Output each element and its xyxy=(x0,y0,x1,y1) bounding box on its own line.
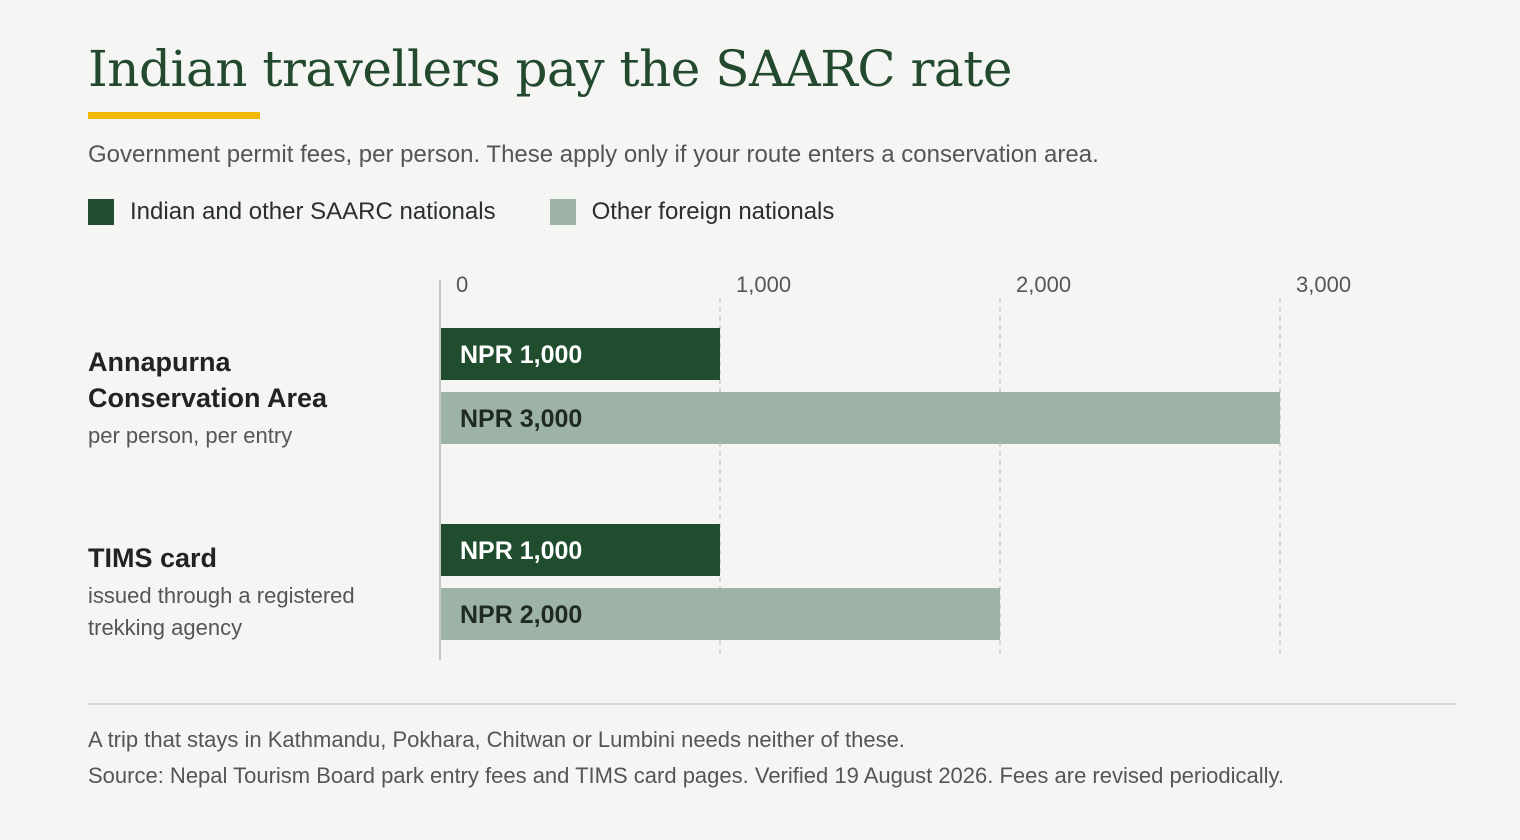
bar xyxy=(440,328,720,380)
footer-divider xyxy=(88,703,1456,705)
bar-value-label: NPR 3,000 xyxy=(460,405,582,433)
row-note: per person, per entry xyxy=(88,423,293,448)
x-tick-label: 0 xyxy=(456,272,468,297)
legend-swatch-saarc xyxy=(88,199,114,225)
row-name: Annapurna Conservation Area xyxy=(88,347,328,413)
row-label-annapurna: Annapurna Conservation Area per person, … xyxy=(88,344,378,452)
bar-value-label: NPR 2,000 xyxy=(460,601,582,629)
title-accent-bar xyxy=(88,112,260,119)
x-tick-label: 3,000 xyxy=(1296,272,1351,297)
row-label-tims: TIMS card issued through a registered tr… xyxy=(88,540,388,644)
row-note: issued through a registered trekking age… xyxy=(88,583,355,640)
footnote: A trip that stays in Kathmandu, Pokhara,… xyxy=(88,727,905,752)
chart-title: Indian travellers pay the SAARC rate xyxy=(88,40,1012,98)
bar xyxy=(440,588,1000,640)
bar-value-label: NPR 1,000 xyxy=(460,537,582,565)
legend-label-foreign: Other foreign nationals xyxy=(591,198,835,225)
legend-swatch-foreign xyxy=(549,199,576,225)
bar-value-label: NPR 1,000 xyxy=(460,341,582,369)
chart-subtitle: Government permit fees, per person. Thes… xyxy=(88,141,1099,168)
bar xyxy=(440,392,1280,444)
x-tick-label: 2,000 xyxy=(1016,272,1071,297)
legend-item-foreign: Other foreign nationals xyxy=(549,198,835,226)
legend-label-saarc: Indian and other SAARC nationals xyxy=(130,198,496,225)
source-note: Source: Nepal Tourism Board park entry f… xyxy=(88,763,1284,788)
row-name: TIMS card xyxy=(88,543,218,573)
x-tick-label: 1,000 xyxy=(736,272,791,297)
bar xyxy=(440,524,720,576)
legend-item-saarc: Indian and other SAARC nationals xyxy=(88,198,496,226)
legend: Indian and other SAARC nationals Other f… xyxy=(88,198,888,226)
bar-chart: 0 1,000 2,000 3,000 NPR 1,000 NPR 3,000 NPR 1,… xyxy=(439,272,1351,660)
